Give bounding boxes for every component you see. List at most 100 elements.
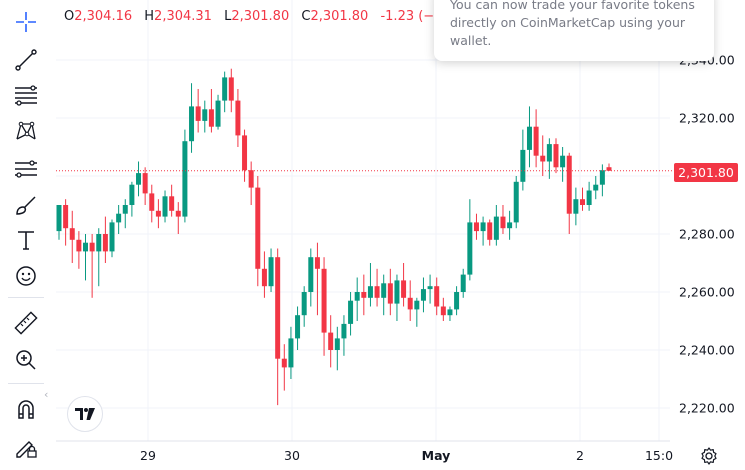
candle bbox=[208, 89, 214, 133]
price-tick-label: 2,260.00 bbox=[679, 285, 735, 300]
collapse-toolbar-arrow[interactable]: ‹ bbox=[44, 388, 49, 401]
price-axis[interactable]: 2,340.002,320.002,300.002,280.002,260.00… bbox=[679, 53, 735, 416]
candle bbox=[182, 129, 188, 223]
magnet-icon bbox=[18, 400, 34, 419]
candle bbox=[381, 274, 387, 316]
candle bbox=[96, 228, 102, 287]
candle bbox=[89, 234, 95, 298]
candle bbox=[109, 219, 115, 258]
candle bbox=[175, 202, 181, 234]
time-tick-label: 15:0 bbox=[645, 448, 673, 463]
trend-line-tool[interactable] bbox=[10, 45, 42, 75]
candle bbox=[122, 199, 128, 229]
candle bbox=[102, 216, 108, 263]
crosshair-tool[interactable] bbox=[10, 7, 42, 37]
open-value: 2,304.16 bbox=[74, 9, 133, 24]
time-tick-label: 30 bbox=[284, 448, 300, 463]
candle bbox=[295, 306, 301, 350]
candle bbox=[69, 210, 75, 263]
candle bbox=[314, 242, 320, 316]
candle bbox=[129, 181, 135, 217]
magnet-tool[interactable] bbox=[10, 394, 42, 424]
candle bbox=[507, 210, 513, 240]
ruler-icon bbox=[14, 311, 38, 335]
toolbar-divider bbox=[8, 383, 44, 384]
candle bbox=[599, 164, 605, 197]
candle bbox=[473, 213, 479, 240]
toolbar-divider bbox=[8, 297, 44, 298]
fib-retracement-icon bbox=[15, 85, 37, 106]
candle bbox=[420, 277, 426, 313]
settings-gear-icon[interactable] bbox=[699, 446, 719, 466]
candle bbox=[56, 205, 62, 240]
candle bbox=[606, 163, 612, 171]
text-tool[interactable] bbox=[10, 225, 42, 255]
candle bbox=[593, 176, 599, 200]
close-value: 2,301.80 bbox=[310, 9, 369, 24]
high-value: 2,304.31 bbox=[154, 9, 212, 24]
pattern-icon bbox=[16, 121, 36, 140]
candle bbox=[560, 147, 566, 182]
lock-drawings-icon bbox=[16, 441, 37, 458]
high-key: H bbox=[144, 9, 155, 24]
candle bbox=[500, 205, 506, 234]
emoji-tool[interactable] bbox=[10, 261, 42, 291]
candles-layer bbox=[56, 68, 612, 406]
candle bbox=[414, 297, 420, 327]
candle bbox=[460, 268, 466, 298]
price-tick-label: 2,320.00 bbox=[679, 111, 735, 126]
crosshair-icon bbox=[16, 12, 36, 32]
last-price-label: 2,301.80 bbox=[674, 163, 738, 182]
forecast-tool[interactable] bbox=[10, 154, 42, 184]
candle bbox=[407, 280, 413, 321]
lock-drawings-tool[interactable] bbox=[10, 432, 42, 462]
candle bbox=[275, 248, 281, 406]
candle bbox=[281, 344, 287, 391]
tradingview-logo-icon[interactable] bbox=[67, 396, 103, 432]
candle bbox=[526, 106, 532, 168]
candle bbox=[149, 184, 155, 223]
candle bbox=[394, 274, 400, 321]
fib-retracement-tool[interactable] bbox=[10, 80, 42, 110]
forecast-icon bbox=[15, 160, 37, 178]
ruler-tool[interactable] bbox=[10, 308, 42, 338]
candle bbox=[162, 190, 168, 223]
zoom-in-tool[interactable] bbox=[10, 345, 42, 375]
candle bbox=[467, 199, 473, 281]
trade-notification-popup[interactable]: You can now trade your favorite tokens d… bbox=[434, 0, 714, 61]
candle bbox=[116, 205, 122, 234]
candle bbox=[454, 286, 460, 316]
candle bbox=[401, 263, 407, 307]
candle bbox=[586, 181, 592, 211]
candle bbox=[261, 251, 267, 298]
candle bbox=[235, 89, 241, 147]
candle bbox=[255, 176, 261, 287]
candle bbox=[328, 315, 334, 368]
low-key: L bbox=[224, 9, 232, 24]
candle bbox=[83, 234, 89, 281]
candle bbox=[480, 216, 486, 246]
time-axis[interactable]: 29 30 May 2 15:0 bbox=[140, 448, 673, 463]
time-tick-label: 2 bbox=[576, 448, 584, 463]
candle bbox=[566, 152, 572, 234]
notification-text: You can now trade your favorite tokens d… bbox=[450, 0, 695, 48]
price-tick-label: 2,240.00 bbox=[679, 343, 735, 358]
candle bbox=[546, 138, 552, 179]
brush-tool[interactable] bbox=[10, 190, 42, 220]
candle bbox=[202, 100, 208, 133]
candle bbox=[142, 167, 148, 205]
candle bbox=[136, 161, 142, 197]
candle bbox=[334, 326, 340, 371]
candle bbox=[301, 286, 307, 327]
chart-grid bbox=[56, 0, 670, 441]
candle bbox=[268, 248, 274, 292]
candle bbox=[487, 219, 493, 246]
candle bbox=[520, 129, 526, 191]
candle bbox=[493, 205, 499, 246]
candle bbox=[579, 187, 585, 211]
candle bbox=[427, 274, 433, 304]
time-tick-label: May bbox=[422, 448, 451, 463]
pattern-tool[interactable] bbox=[10, 116, 42, 146]
emoji-icon bbox=[16, 266, 36, 286]
